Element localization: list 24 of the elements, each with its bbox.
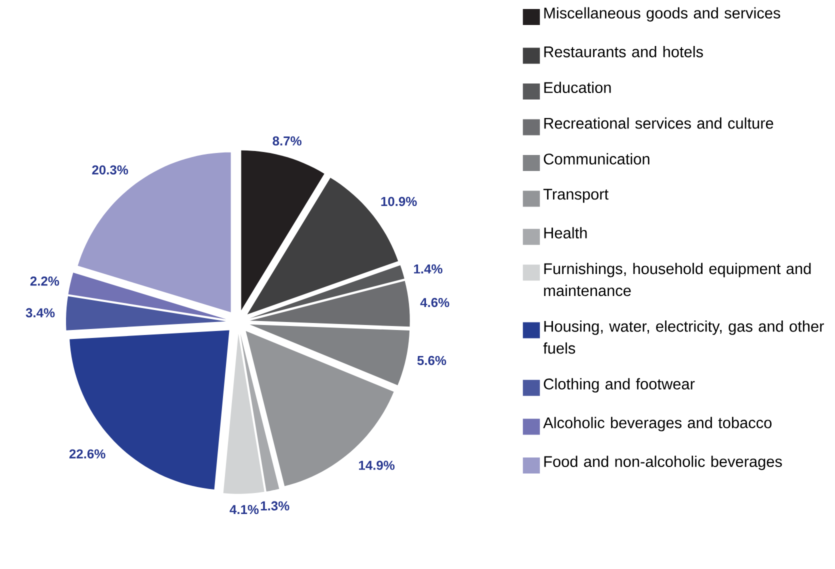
data-label: 4.6% [420,298,450,308]
data-label: 14.9% [359,460,395,470]
legend-label: Education [544,82,611,94]
data-label: 20.3% [92,165,128,175]
data-label: 8.7% [272,136,302,146]
legend-label: Clothing and footwear [544,378,695,393]
data-label: 4.1% [230,505,259,514]
legend-label: Communication [544,153,650,165]
legend-label: Food and non-alcoholic beverages [544,456,782,470]
data-label: 2.2% [30,276,60,286]
legend-label: Recreational services and culture [544,118,774,129]
data-label: 1.3% [260,501,290,511]
legend-label: Transport [543,188,608,203]
data-label: 10.9% [381,196,417,206]
legend-label: Alcoholic beverages and tobacco [543,416,772,432]
legend-label: Miscellaneous goods and services [544,7,780,22]
data-label: 5.6% [417,356,446,366]
legend-label: Restaurants and hotels [544,46,703,58]
legend-label: Furnishings, household equipment and maintenance [544,262,811,296]
data-label: 22.6% [69,449,106,459]
data-label: 1.4% [414,264,442,274]
legend-label: Housing, water, electricity, gas and other fuels [543,320,824,354]
data-label: 3.4% [26,308,55,318]
legend-label: Health [544,227,587,239]
